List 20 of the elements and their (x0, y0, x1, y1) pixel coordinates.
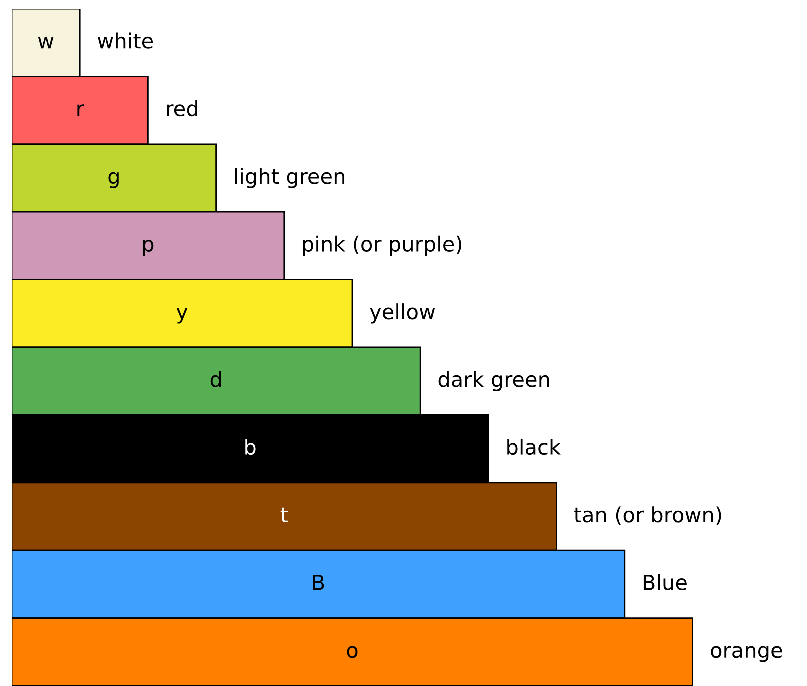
y-tick-label: yellow (370, 304, 436, 324)
y-tick-label: orange (711, 646, 782, 662)
annotation: t (280, 508, 288, 522)
y-tick-label: black (508, 438, 561, 456)
y-tick-label: pink (or purple) (303, 236, 462, 256)
y-tick-label: white (98, 32, 154, 49)
y-tick-label: tan (or brown) (574, 506, 722, 526)
annotation: g (108, 172, 119, 188)
annotation: B (313, 575, 324, 590)
annotation: y (176, 308, 188, 324)
annotation: r (78, 104, 84, 116)
annotation: b (246, 438, 256, 456)
annotation: o (347, 646, 358, 658)
y-tick-label: light green (235, 168, 345, 188)
annotation: d (210, 371, 222, 388)
y-tick-label: red (167, 100, 198, 117)
annotation: p (143, 240, 154, 256)
annotation: w (38, 37, 54, 49)
y-tick-label: Blue (644, 574, 687, 590)
y-tick-label: dark green (438, 371, 550, 392)
